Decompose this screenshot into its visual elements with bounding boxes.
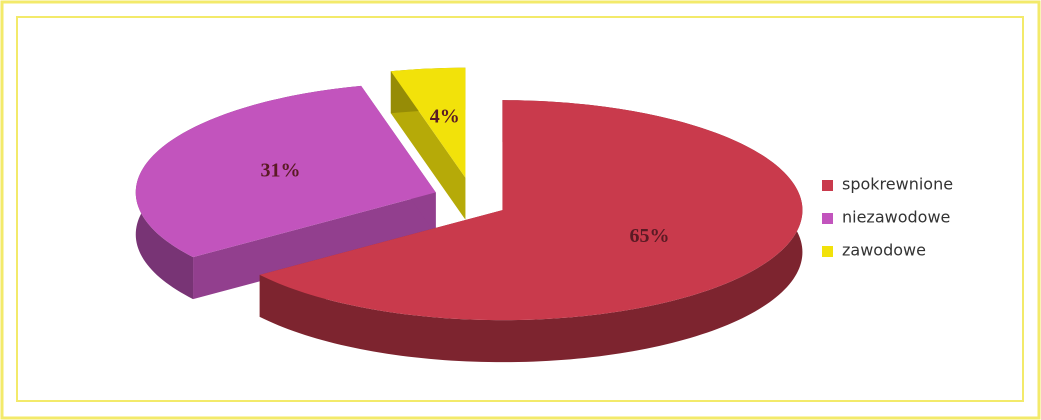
slice	[390, 67, 466, 178]
legend-swatch	[822, 213, 833, 224]
legend-swatch	[822, 246, 833, 257]
plot-border	[16, 16, 1024, 402]
data-label: 65%	[629, 225, 669, 247]
data-label: 4%	[430, 105, 460, 127]
data-label: 31%	[261, 160, 301, 182]
legend-label: zawodowe	[842, 241, 926, 260]
legend-label: spokrewnione	[842, 175, 953, 194]
slice-side	[193, 192, 436, 300]
slice	[135, 85, 436, 258]
legend-swatch	[822, 180, 833, 191]
slice	[259, 100, 803, 321]
slice-wall	[259, 100, 803, 363]
legend-label: niezawodowe	[842, 208, 950, 227]
